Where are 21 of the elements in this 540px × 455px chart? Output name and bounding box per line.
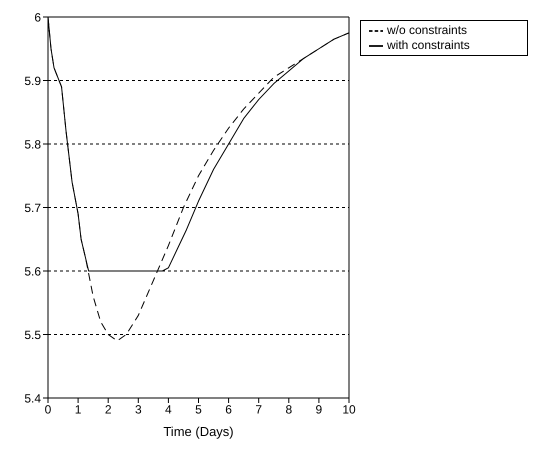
x-tick-label: 1: [74, 402, 82, 417]
y-tick-label: 5.9: [24, 74, 42, 88]
y-tick-label: 5.6: [24, 264, 42, 278]
x-tick-label: 7: [255, 402, 262, 417]
x-axis-title: Time (Days): [163, 424, 234, 439]
y-tick-label: 6: [34, 10, 42, 24]
x-tick-label: 0: [44, 402, 52, 417]
y-tick-label: 5.5: [24, 328, 42, 342]
x-tick-label: 5: [195, 402, 202, 417]
x-tick-label: 9: [316, 402, 323, 417]
x-tick-label: 8: [285, 402, 292, 417]
legend-label: with constraints: [387, 38, 470, 52]
y-tick-label: 5.8: [24, 137, 42, 152]
y-tick-label: 5.7: [24, 200, 42, 215]
x-tick-label: 3: [134, 402, 142, 417]
x-tick-label: 10: [342, 402, 356, 417]
x-tick-label: 6: [225, 402, 232, 417]
legend-label: w/o constraints: [387, 23, 468, 37]
y-tick-label: 5.4: [24, 391, 42, 406]
x-tick-label: 2: [104, 402, 112, 417]
x-tick-label: 4: [165, 402, 172, 417]
